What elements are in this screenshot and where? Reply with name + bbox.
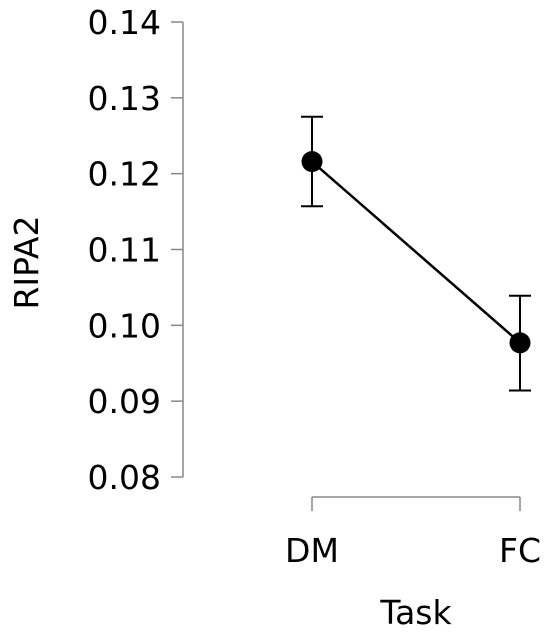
x-tick-label-dm: DM xyxy=(285,531,339,570)
points xyxy=(301,151,531,354)
series-line xyxy=(311,160,521,344)
y-tick-label: 0.12 xyxy=(88,155,161,194)
y-tick-label: 0.09 xyxy=(88,382,161,421)
data-point-dm xyxy=(301,151,323,173)
y-tick-label: 0.13 xyxy=(88,79,161,118)
x-axis-title: Task xyxy=(379,593,452,632)
y-axis: 0.08 0.09 0.10 0.11 0.12 0.13 0.14 xyxy=(88,3,184,497)
y-tick-label: 0.08 xyxy=(88,458,161,497)
y-tick-label: 0.10 xyxy=(88,306,161,345)
series-lines xyxy=(311,160,521,344)
y-tick-label: 0.14 xyxy=(88,3,161,42)
y-ticks: 0.08 0.09 0.10 0.11 0.12 0.13 0.14 xyxy=(88,3,183,497)
x-tick-label-fc: FC xyxy=(499,531,541,570)
x-ticks: DM FC xyxy=(285,497,541,570)
data-point-fc xyxy=(509,332,531,354)
y-tick-label: 0.11 xyxy=(88,231,161,270)
y-axis-title: RIPA2 xyxy=(7,215,46,309)
plot-area xyxy=(301,115,531,392)
x-axis: DM FC xyxy=(285,496,541,570)
